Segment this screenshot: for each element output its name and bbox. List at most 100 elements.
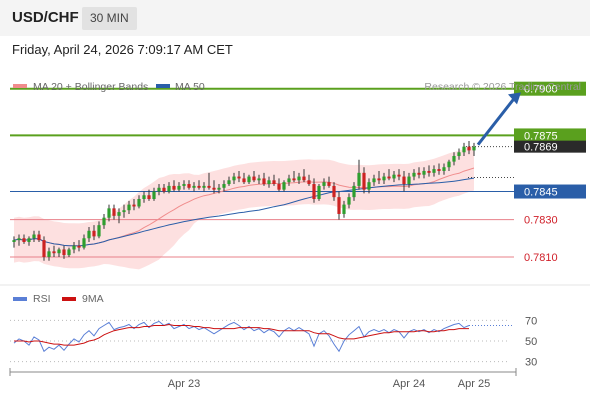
candle-body [382, 176, 386, 181]
candle-body [147, 195, 151, 199]
candle-body [272, 180, 276, 185]
projection-arrow-shaft [476, 96, 517, 146]
legend-rsi-ma-swatch [62, 297, 76, 301]
candle-body [432, 169, 436, 173]
candle-body [107, 208, 111, 218]
candle-body [122, 210, 126, 213]
resistance-label: 0.7875 [524, 130, 558, 142]
candle-body [352, 185, 356, 198]
candle-body [77, 245, 81, 248]
candle-body [377, 178, 381, 181]
rsi-tick-label: 50 [525, 336, 537, 348]
candle-body [202, 185, 206, 188]
candle-body [422, 170, 426, 175]
candle-body [362, 172, 366, 190]
candle-body [222, 184, 226, 188]
candle-body [472, 146, 476, 151]
candle-body [392, 174, 396, 179]
candle-body [257, 178, 261, 181]
candle-body [162, 187, 166, 192]
candle-body [62, 249, 66, 256]
timeframe-badge[interactable]: 30 MIN [82, 7, 137, 30]
candle-body [357, 172, 361, 186]
candle-body [347, 197, 351, 205]
candle-body [302, 176, 306, 181]
candle-body [337, 197, 341, 214]
rsi-tick-label: 30 [525, 357, 537, 369]
candle-body [52, 251, 56, 254]
candle-body [97, 225, 101, 237]
candle-body [177, 185, 181, 190]
candle-body [262, 178, 266, 185]
candle-body [92, 230, 96, 237]
candle-body [322, 182, 326, 186]
legend-rsi-ma-label: 9MA [82, 293, 104, 305]
candle-body [242, 178, 246, 183]
resistance-label-box [514, 128, 586, 143]
candle-body [327, 182, 331, 186]
candle-body [427, 170, 431, 173]
legend-ma50-swatch [156, 84, 170, 88]
candle-body [447, 161, 451, 168]
datetime-label: Friday, April 24, 2026 7:09:17 AM CET [12, 42, 233, 57]
candle-body [22, 238, 26, 242]
bollinger-band [14, 145, 474, 270]
candle-body [137, 199, 141, 207]
candle-body [82, 238, 86, 248]
candle-body [372, 178, 376, 183]
candle-body [172, 185, 176, 190]
candle-body [287, 178, 291, 183]
candle-body [232, 176, 236, 181]
x-tick-label: Apr 24 [393, 378, 425, 390]
candle-body [187, 184, 191, 188]
candle-body [102, 217, 106, 226]
symbol-title: USD/CHF [12, 9, 79, 26]
candle-body [457, 152, 461, 156]
candle-body [437, 169, 441, 171]
pivot-label: 0.7845 [524, 187, 558, 199]
candle-body [397, 174, 401, 177]
candle-body [402, 176, 406, 185]
candle-body [207, 185, 211, 188]
candle-body [112, 208, 116, 216]
candle-body [407, 176, 411, 185]
legend-ma20-label: MA 20 + Bollinger Bands [33, 81, 148, 93]
pivot-label-box [514, 184, 586, 199]
candle-body [367, 182, 371, 190]
candle-body [117, 212, 121, 216]
candle-body [317, 185, 321, 199]
legend-ma50-label: MA 50 [175, 81, 205, 93]
candle-body [67, 249, 71, 256]
candle-body [312, 184, 316, 199]
legend-rsi-label: RSI [33, 293, 51, 305]
candle-body [192, 185, 196, 188]
projection-arrow-head [508, 92, 521, 105]
candle-body [42, 240, 46, 257]
x-tick-label: Apr 25 [458, 378, 490, 390]
candle-body [132, 204, 136, 207]
candle-body [342, 204, 346, 214]
candle-body [237, 176, 241, 179]
rsi-ma-line [14, 323, 469, 346]
top-bar: USD/CHF 30 MIN [0, 0, 590, 36]
support-label: 0.7810 [524, 252, 558, 264]
candle-body [32, 234, 36, 239]
candle-body [297, 176, 301, 181]
candle-body [17, 238, 21, 241]
ma50-line [13, 177, 475, 247]
support-label: 0.7830 [524, 215, 558, 227]
candle-body [292, 178, 296, 181]
candle-body [307, 180, 311, 185]
current-price-label: 0.7869 [524, 142, 558, 154]
candle-body [12, 240, 16, 242]
candle-body [247, 176, 251, 183]
candle-body [467, 146, 471, 151]
candle-body [182, 184, 186, 186]
candle-body [277, 184, 281, 190]
candle-body [142, 195, 146, 199]
candle-body [452, 156, 456, 162]
x-tick-label: Apr 23 [168, 378, 200, 390]
candle-body [47, 251, 51, 257]
